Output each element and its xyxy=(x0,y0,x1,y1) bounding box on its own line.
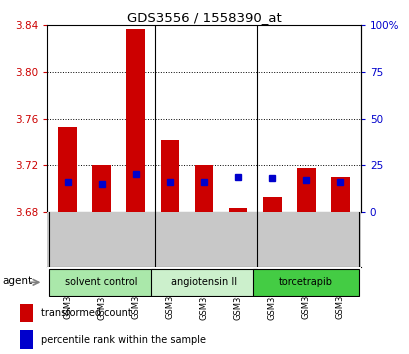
Bar xyxy=(92,165,111,212)
Text: agent: agent xyxy=(2,276,32,286)
Bar xyxy=(262,197,281,212)
Text: angiotensin II: angiotensin II xyxy=(171,277,236,287)
Bar xyxy=(20,330,33,349)
Title: GDS3556 / 1558390_at: GDS3556 / 1558390_at xyxy=(126,11,281,24)
Text: transformed count: transformed count xyxy=(41,308,131,318)
Text: solvent control: solvent control xyxy=(65,277,137,287)
Bar xyxy=(126,29,145,212)
Bar xyxy=(160,140,179,212)
Bar xyxy=(296,168,315,212)
Bar xyxy=(228,208,247,212)
FancyBboxPatch shape xyxy=(49,269,154,296)
FancyBboxPatch shape xyxy=(253,269,358,296)
Bar xyxy=(58,127,77,212)
Bar xyxy=(330,177,349,212)
FancyBboxPatch shape xyxy=(151,269,256,296)
Bar xyxy=(194,165,213,212)
Text: torcetrapib: torcetrapib xyxy=(279,277,333,287)
Bar xyxy=(20,303,33,322)
Text: percentile rank within the sample: percentile rank within the sample xyxy=(41,335,205,345)
